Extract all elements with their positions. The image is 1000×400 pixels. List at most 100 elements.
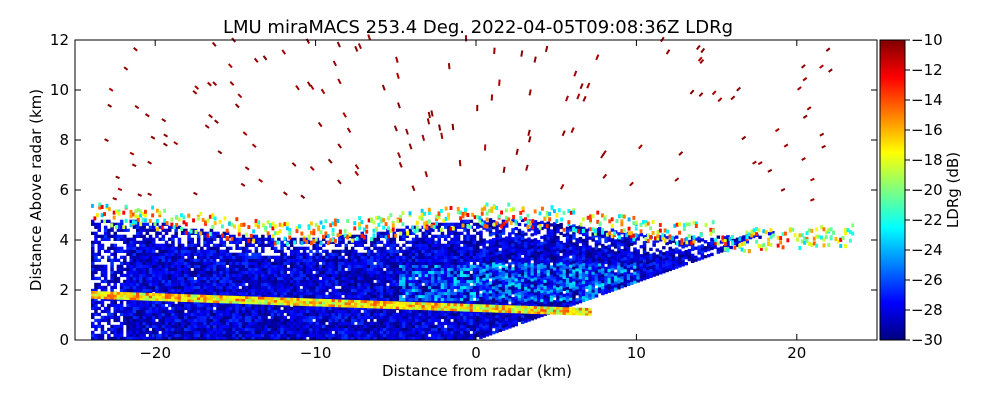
cloud-cell [392, 273, 397, 278]
cloud-cell [447, 291, 451, 296]
cloud-cell [363, 291, 368, 296]
cloud-cell [472, 249, 477, 253]
cloud-cell [293, 276, 297, 281]
cloud-cell [537, 221, 541, 226]
cloud-cell [537, 314, 541, 319]
cloud-cell [440, 234, 445, 238]
cloud-cell [306, 285, 310, 290]
cloud-cell [264, 318, 268, 323]
cloud-cell [559, 249, 563, 254]
cloud-cell [578, 294, 583, 298]
cloud-cell [331, 270, 336, 275]
cloud-cell [415, 336, 419, 341]
cloud-cell [328, 273, 332, 278]
cloud-cell [331, 264, 336, 268]
cloud-cell [264, 333, 268, 338]
cloud-cell [389, 279, 393, 284]
cloud-cell [132, 315, 137, 320]
cloud-cell [524, 319, 528, 323]
cloud-cell [553, 243, 557, 247]
cloud-cell [350, 318, 355, 323]
cloud-cell [463, 255, 467, 259]
cloud-cell [395, 324, 400, 329]
cloud-cell [145, 288, 150, 293]
cloud-cell [129, 336, 133, 341]
cloud-cell [376, 264, 381, 268]
cloud-cell [476, 270, 480, 275]
cloud-cell [556, 290, 560, 294]
cloud-cell [113, 300, 117, 305]
cloud-cell [338, 336, 342, 341]
cloud-cell [116, 306, 121, 311]
cloud-cell [366, 324, 371, 329]
cloud-cell [530, 257, 534, 261]
cloud-cell [517, 222, 522, 227]
cloud-cell [322, 249, 326, 253]
cloud-cell [549, 283, 554, 287]
cloud-cell [357, 318, 361, 323]
cloud-cell [373, 252, 377, 256]
cloud-cell [434, 327, 438, 332]
cloud-cell [184, 261, 188, 265]
cloud-cell [270, 243, 275, 247]
cloud-cell [296, 309, 300, 314]
cloud-cell [524, 241, 528, 245]
cloud-cell [344, 336, 348, 341]
cloud-cell [123, 309, 127, 314]
cloud-cell [578, 255, 583, 259]
cloud-cell [161, 300, 166, 305]
cloud-cell [379, 276, 384, 281]
cloud-cell [508, 319, 512, 323]
cloud-cell [206, 333, 210, 338]
cloud-cell [315, 285, 320, 290]
cloud-cell [161, 327, 166, 332]
cloud-cell [318, 267, 323, 271]
cloud-cell [286, 246, 291, 250]
cloud-cell [411, 315, 416, 320]
cloud-cell [460, 231, 464, 235]
cloud-cell [293, 273, 297, 278]
cloud-cell [508, 268, 512, 272]
cloud-cell [91, 252, 95, 256]
cloud-cell [524, 268, 528, 272]
cloud-cell [241, 315, 246, 320]
cloud-cell [132, 312, 137, 317]
cloud-cell [572, 293, 576, 297]
cloud-cell [437, 240, 441, 244]
cloud-cell [132, 321, 137, 326]
cloud-cell [572, 290, 576, 294]
cloud-cell [158, 279, 162, 284]
cloud-cell [418, 267, 422, 271]
cloud-cell [180, 309, 185, 314]
cloud-cell [341, 270, 345, 275]
cloud-cell [370, 321, 374, 326]
cloud-cell [360, 237, 364, 241]
cloud-cell [418, 321, 422, 326]
cloud-cell [392, 267, 397, 271]
cloud-cell [549, 265, 554, 269]
cloud-cell [148, 249, 153, 253]
cloud-cell [164, 255, 169, 259]
cloud-cell [402, 252, 406, 256]
cloud-cell [559, 294, 563, 299]
cloud-cell [123, 306, 127, 311]
cloud-cell [389, 237, 393, 241]
cloud-cell [261, 303, 265, 308]
cloud-cell [514, 284, 518, 288]
cloud-cell [350, 315, 355, 320]
cloud-cell [366, 258, 371, 262]
cloud-cell [299, 336, 304, 341]
cloud-cell [485, 330, 490, 334]
cloud-cell [177, 336, 182, 341]
cloud-cell [216, 255, 220, 259]
cloud-cell [206, 252, 210, 256]
cloud-cell [136, 327, 140, 332]
cloud-cell [119, 282, 124, 287]
cloud-cell [91, 273, 95, 278]
cloud-cell [257, 294, 262, 299]
cloud-cell [129, 303, 133, 308]
cloud-cell [370, 294, 374, 299]
cloud-cell [280, 240, 284, 244]
cloud-cell [347, 327, 352, 332]
cloud-cell [267, 288, 271, 293]
